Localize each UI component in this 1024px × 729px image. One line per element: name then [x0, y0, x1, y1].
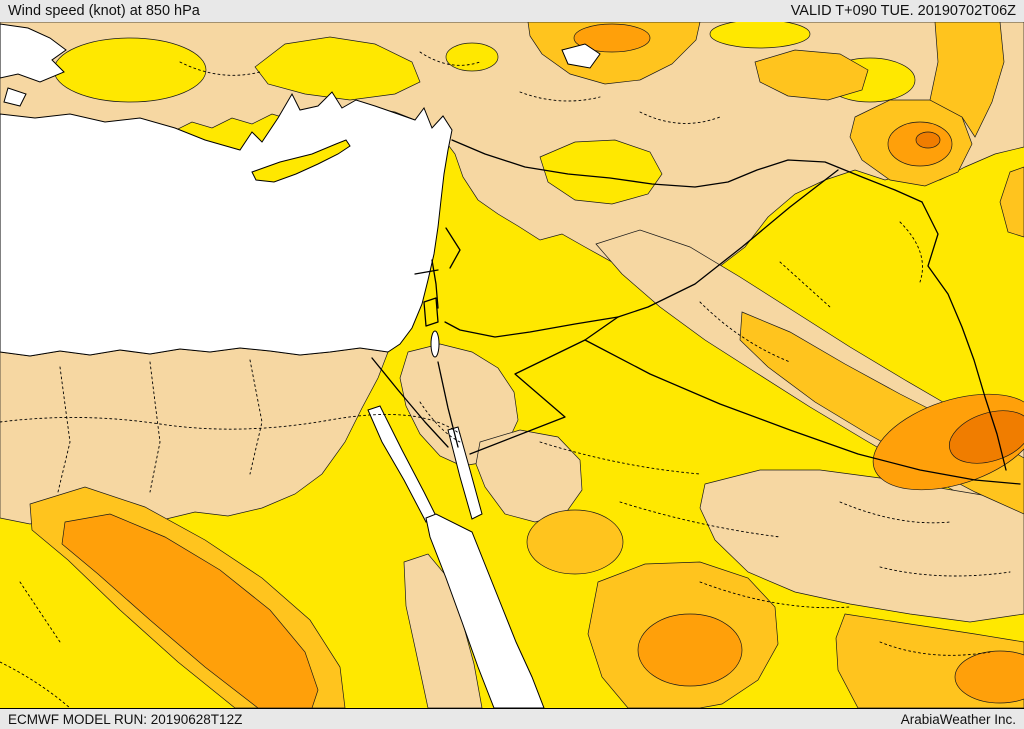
- iraq-saudi-border: [584, 339, 1021, 485]
- gulf-of-aqaba: [447, 426, 483, 520]
- wind-band-tan: [699, 469, 1024, 623]
- israel-lebanon-border: [414, 269, 439, 275]
- jordan-river-border: [431, 259, 439, 309]
- valid-time-label: VALID T+090 TUE. 20190702T06Z: [790, 3, 1016, 19]
- wind-band-deep-orange: [915, 131, 941, 149]
- syria-iraq-border: [617, 169, 839, 318]
- egypt-israel-border: [371, 357, 449, 448]
- wind-band-yellow: [445, 42, 499, 72]
- dotted-border: [699, 581, 851, 609]
- dotted-border: [879, 641, 991, 656]
- wind-band-yellow: [53, 37, 207, 103]
- dotted-border: [0, 413, 461, 435]
- dotted-border: [0, 661, 71, 708]
- wind-band-gold: [526, 509, 624, 575]
- red-sea: [425, 513, 545, 708]
- jordan-saudi-border: [469, 339, 586, 455]
- map-canvas: [0, 22, 1024, 708]
- dotted-border: [149, 361, 161, 493]
- dotted-border: [839, 501, 951, 524]
- wind-band-deep-orange: [949, 410, 1024, 464]
- arava-border: [437, 361, 459, 448]
- wind-band-gold: [999, 166, 1024, 238]
- wind-band-yellow: [709, 22, 811, 49]
- wind-band-orange: [573, 23, 651, 53]
- dotted-border: [779, 261, 831, 308]
- turkey-syria-border: [451, 139, 923, 203]
- wind-band-yellow-patches: [53, 22, 916, 205]
- turkey-iran-iraq-border: [921, 201, 1007, 471]
- dotted-border: [19, 581, 61, 643]
- dead-sea: [430, 330, 440, 358]
- dotted-border: [879, 566, 1011, 577]
- west-bank-outline: [423, 297, 439, 327]
- dotted-border: [179, 61, 261, 76]
- lake: [561, 43, 601, 69]
- dotted-border: [899, 221, 923, 283]
- wind-band-orange: [637, 613, 743, 687]
- wind-band-deep-orange-regions: [915, 131, 1024, 464]
- dotted-border: [619, 501, 781, 538]
- islands: [251, 139, 351, 183]
- page-title: Wind speed (knot) at 850 hPa: [8, 3, 200, 19]
- admin-borders-dotted: [0, 51, 1011, 708]
- footer-bar: ECMWF MODEL RUN: 20190628T12Z ArabiaWeat…: [0, 708, 1024, 729]
- wind-band-gold: [527, 22, 701, 85]
- water-bodies: [0, 23, 601, 708]
- wind-band-yellow: [254, 36, 421, 101]
- mediterranean-sea: [0, 91, 453, 357]
- dotted-border: [419, 401, 461, 443]
- dotted-border: [639, 111, 721, 124]
- header-bar: Wind speed (knot) at 850 hPa VALID T+090…: [0, 0, 1024, 22]
- wind-band-orange: [61, 513, 319, 708]
- wind-speed-map: [0, 22, 1024, 708]
- syria-jordan-border: [444, 316, 619, 338]
- wind-band-gold: [754, 49, 869, 101]
- dotted-border: [57, 366, 71, 493]
- lebanon-syria-border: [445, 227, 461, 269]
- wind-band-tan: [403, 553, 483, 708]
- wind-band-gold: [929, 22, 1005, 138]
- dotted-border: [519, 91, 601, 102]
- aegean-sea: [3, 87, 27, 107]
- black-sea: [0, 23, 67, 83]
- dotted-border: [699, 301, 791, 363]
- dotted-border: [249, 359, 263, 475]
- jordan-iraq-border: [584, 316, 619, 341]
- dotted-border: [419, 51, 481, 66]
- cyprus-island: [251, 139, 351, 183]
- dotted-border: [539, 441, 701, 475]
- model-run-label: ECMWF MODEL RUN: 20190628T12Z: [8, 711, 243, 727]
- wind-band-orange: [954, 650, 1024, 704]
- attribution-label: ArabiaWeather Inc.: [900, 711, 1016, 727]
- country-borders: [371, 139, 1021, 485]
